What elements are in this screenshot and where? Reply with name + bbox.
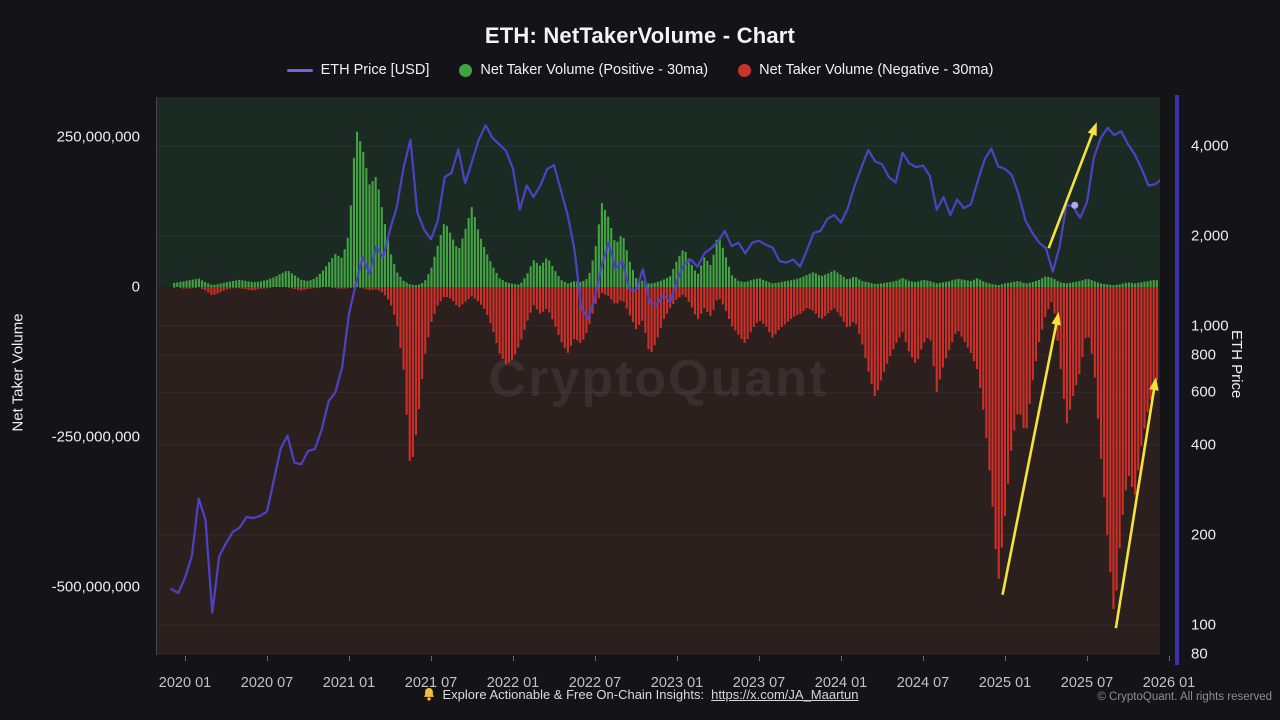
- chart-legend: ETH Price [USD] Net Taker Volume (Positi…: [0, 62, 1280, 78]
- left-axis-tick-label: 0: [131, 278, 140, 296]
- bell-icon: [423, 687, 434, 701]
- x-axis-tick-mark: [923, 656, 924, 661]
- left-axis-tick-label: -250,000,000: [51, 428, 140, 446]
- x-axis-tick-label: 2023 01: [650, 675, 704, 691]
- positive-band-background: [157, 97, 1160, 287]
- x-axis-tick-mark: [267, 656, 268, 661]
- x-axis-tick-mark: [1087, 656, 1088, 661]
- right-axis-tick-label: 600: [1191, 383, 1217, 401]
- footer-link[interactable]: https://x.com/JA_Maartun: [711, 687, 859, 702]
- eth-price-line: [170, 124, 1160, 614]
- right-axis-title: ETH Price: [1228, 330, 1245, 399]
- x-axis-tick-label: 2024 01: [814, 675, 868, 691]
- x-axis-tick-mark: [431, 656, 432, 661]
- positive-volume-bars: [173, 131, 1158, 287]
- left-axis-tick-label: 250,000,000: [56, 128, 140, 146]
- price-marker-dot: [1071, 201, 1079, 209]
- x-axis-tick-mark: [185, 656, 186, 661]
- x-axis-tick-label: 2020 07: [240, 675, 294, 691]
- left-axis-tick-label: -500,000,000: [51, 578, 140, 596]
- page-title: ETH: NetTakerVolume - Chart: [484, 23, 796, 48]
- x-axis-tick-label: 2025 07: [1060, 675, 1114, 691]
- x-axis-tick-label: 2025 01: [978, 675, 1032, 691]
- x-axis-tick-mark: [841, 656, 842, 661]
- footer-banner: Explore Actionable & Free On-Chain Insig…: [0, 687, 1280, 702]
- plot-area[interactable]: CryptoQuant: [157, 97, 1160, 655]
- footer-text: Explore Actionable & Free On-Chain Insig…: [442, 687, 705, 702]
- right-axis-tick-label: 100: [1191, 616, 1217, 634]
- x-axis-tick-mark: [595, 656, 596, 661]
- green-dot-icon: [459, 63, 473, 77]
- right-axis-tick-label: 80: [1191, 645, 1208, 663]
- x-axis-tick-mark: [349, 656, 350, 661]
- x-axis-tick-label: 2020 01: [158, 675, 212, 691]
- right-axis-tick-label: 4,000: [1191, 137, 1229, 155]
- negative-volume-bars: [173, 287, 1158, 609]
- right-axis-spine: [1175, 95, 1179, 665]
- x-axis-tick-label: 2026 01: [1142, 675, 1196, 691]
- line-swatch-icon: [286, 68, 313, 72]
- left-axis-spine: [156, 97, 157, 655]
- legend-item-eth-price: ETH Price [USD]: [286, 62, 430, 78]
- red-dot-icon: [738, 63, 752, 77]
- legend-item-positive-volume: Net Taker Volume (Positive - 30ma): [459, 62, 708, 78]
- x-axis-tick-mark: [513, 656, 514, 661]
- left-axis-title: Net Taker Volume: [9, 313, 27, 432]
- x-axis-tick-label: 2024 07: [896, 675, 950, 691]
- x-axis-tick-label: 2022 07: [568, 675, 622, 691]
- right-axis-tick-label: 1,000: [1191, 317, 1229, 335]
- right-axis-tick-label: 800: [1191, 346, 1217, 364]
- x-axis-tick-label: 2021 01: [322, 675, 376, 691]
- annotation-arrows: [1001, 122, 1159, 629]
- right-axis-tick-label: 400: [1191, 436, 1217, 454]
- legend-label: ETH Price [USD]: [320, 62, 430, 78]
- x-axis-tick-mark: [1169, 656, 1170, 661]
- legend-item-negative-volume: Net Taker Volume (Negative - 30ma): [738, 62, 993, 78]
- copyright-text: © CryptoQuant. All rights reserved: [1097, 691, 1272, 703]
- x-axis-tick-mark: [759, 656, 760, 661]
- right-axis-tick-label: 200: [1191, 526, 1217, 544]
- chart-canvas[interactable]: [157, 97, 1160, 655]
- legend-label: Net Taker Volume (Negative - 30ma): [759, 62, 994, 78]
- x-axis-tick-mark: [677, 656, 678, 661]
- right-axis-tick-label: 2,000: [1191, 227, 1229, 245]
- x-axis-tick-label: 2022 01: [486, 675, 540, 691]
- x-axis-tick-label: 2021 07: [404, 675, 458, 691]
- x-axis-tick-mark: [1005, 656, 1006, 661]
- x-axis-tick-label: 2023 07: [732, 675, 786, 691]
- legend-label: Net Taker Volume (Positive - 30ma): [480, 62, 709, 78]
